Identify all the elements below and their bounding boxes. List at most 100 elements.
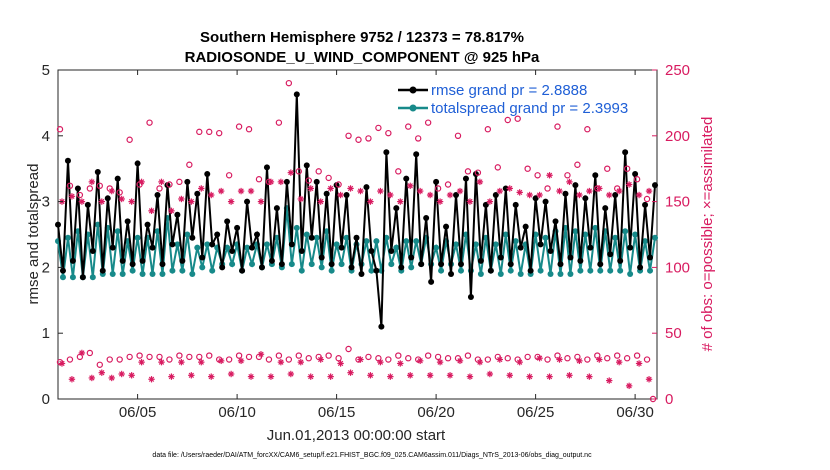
- obs-assimilated-stroke: [626, 383, 632, 389]
- rmse-point: [114, 175, 121, 182]
- obs-assimilated-marker: [456, 357, 464, 365]
- obs-assimilated-marker: [237, 357, 245, 365]
- totalspread-point: [333, 241, 340, 248]
- obs-assimilated-marker: [138, 178, 145, 186]
- obs-assimilated-marker: [456, 187, 464, 195]
- totalspread-point: [577, 267, 584, 274]
- totalspread-point: [209, 267, 216, 274]
- rmse-point: [448, 270, 455, 277]
- obs-assimilated-marker: [68, 376, 76, 383]
- rmse-point: [522, 223, 529, 230]
- obs-assimilated-stroke: [79, 198, 85, 205]
- obs-assimilated-stroke: [308, 185, 314, 192]
- rmse-point: [263, 164, 270, 171]
- obs-assimilated-marker: [108, 187, 115, 195]
- obs-assimilated-marker: [526, 191, 533, 199]
- obs-assimilated-stroke: [536, 192, 543, 198]
- obs-possible-marker: [66, 182, 74, 190]
- rmse-point: [462, 175, 469, 182]
- obs-assimilated-marker: [426, 191, 434, 199]
- rmse-point: [602, 205, 609, 212]
- rmse-point: [398, 264, 405, 271]
- obs-possible-marker: [424, 119, 432, 126]
- obs-possible-marker: [464, 168, 472, 175]
- obs-assimilated-marker: [347, 369, 354, 376]
- obs-assimilated-marker: [287, 370, 295, 378]
- obs-assimilated-marker: [128, 372, 135, 379]
- obs-assimilated-marker: [277, 178, 285, 186]
- rmse-point: [572, 182, 579, 189]
- rmse-point: [89, 247, 96, 254]
- obs-possible-marker: [66, 356, 74, 363]
- y-axis-right-label: # of obs: o=possible; ×=assimilated: [699, 117, 716, 352]
- totalspread-point: [59, 274, 66, 281]
- rmse-point: [149, 244, 156, 251]
- rmse-point: [199, 254, 206, 261]
- totalspread-point: [139, 270, 146, 277]
- totalspread-point: [303, 231, 310, 238]
- totalspread-point: [472, 241, 479, 248]
- totalspread-point: [134, 234, 141, 241]
- obs-assimilated-marker: [387, 191, 394, 199]
- obs-assimilated-marker: [387, 373, 394, 380]
- totalspread-point: [288, 261, 295, 268]
- obs-possible-marker: [534, 172, 541, 179]
- rmse-point: [224, 218, 231, 225]
- obs-layer: [56, 79, 657, 403]
- totalspread-point: [293, 224, 300, 231]
- totalspread-point: [184, 231, 191, 238]
- rmse-point: [428, 278, 435, 285]
- obs-assimilated-stroke: [188, 198, 194, 205]
- rmse-point: [144, 221, 151, 228]
- totalspread-point: [174, 241, 181, 248]
- obs-assimilated-stroke: [218, 188, 224, 194]
- obs-assimilated-stroke: [168, 208, 175, 214]
- obs-assimilated-stroke: [546, 373, 553, 380]
- obs-possible-marker: [454, 132, 462, 139]
- obs-assimilated-marker: [297, 195, 304, 203]
- obs-assimilated-stroke: [457, 188, 463, 194]
- obs-assimilated-stroke: [536, 355, 543, 361]
- obs-possible-marker: [604, 355, 611, 362]
- obs-assimilated-stroke: [148, 376, 155, 382]
- obs-possible-marker: [514, 115, 521, 122]
- totalspread-point: [492, 241, 499, 248]
- obs-assimilated-marker: [516, 358, 523, 366]
- obs-assimilated-stroke: [517, 189, 523, 196]
- totalspread-point: [273, 234, 280, 241]
- totalspread-point: [244, 244, 251, 251]
- obs-possible-marker: [335, 355, 342, 362]
- obs-assimilated-stroke: [258, 198, 264, 205]
- obs-assimilated-marker: [476, 178, 484, 186]
- obs-assimilated-stroke: [596, 185, 602, 192]
- totalspread-point: [438, 267, 445, 274]
- obs-assimilated-stroke: [158, 359, 165, 365]
- y-left-tick-label: 5: [42, 62, 50, 79]
- rmse-point: [323, 190, 330, 197]
- rmse-point: [55, 221, 61, 228]
- obs-assimilated-marker: [108, 374, 115, 382]
- obs-possible-marker: [623, 165, 631, 172]
- rmse-point: [557, 261, 564, 268]
- obs-assimilated-stroke: [168, 373, 175, 380]
- rmse-point: [622, 149, 629, 156]
- obs-possible-marker: [186, 353, 193, 361]
- totalspread-point: [597, 267, 604, 274]
- obs-assimilated-stroke: [497, 188, 503, 194]
- totalspread-point: [338, 261, 345, 268]
- totalspread-point: [617, 267, 624, 274]
- rmse-point: [393, 205, 400, 212]
- y-left-tick-label: 3: [42, 194, 50, 211]
- obs-assimilated-marker: [337, 191, 344, 199]
- rmse-point: [99, 267, 106, 274]
- totalspread-point: [403, 238, 410, 245]
- rmse-point: [597, 261, 604, 268]
- totalspread-point: [159, 270, 166, 277]
- rmse-point: [268, 257, 275, 264]
- rmse-point: [438, 261, 445, 268]
- obs-assimilated-marker: [327, 185, 334, 192]
- obs-assimilated-marker: [118, 195, 125, 203]
- rmse-point: [204, 170, 211, 177]
- obs-possible-marker: [116, 356, 123, 363]
- obs-possible-marker: [235, 352, 243, 359]
